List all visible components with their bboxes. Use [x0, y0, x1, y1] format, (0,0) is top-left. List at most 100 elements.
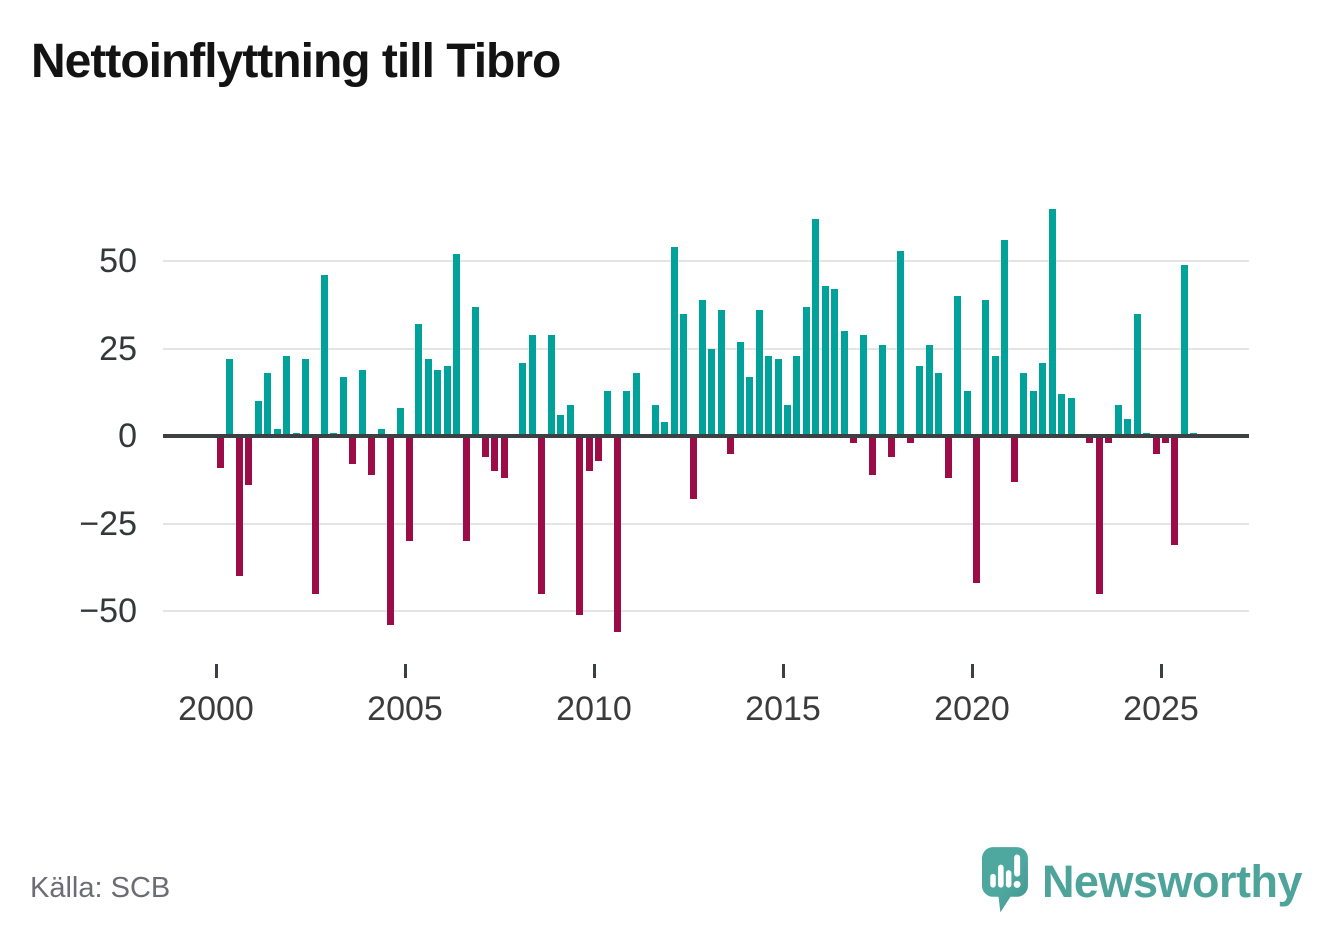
- x-tick-2000: [214, 664, 218, 678]
- bar-2023Q4: [1114, 404, 1122, 436]
- gridline--25: [163, 522, 1249, 525]
- y-axis-label-25: 25: [99, 329, 137, 368]
- bar-2011Q3: [651, 404, 659, 436]
- x-tick-2010: [592, 664, 596, 678]
- bar-2020Q1: [973, 436, 980, 583]
- bar-2001Q1: [254, 401, 262, 436]
- gridline-50: [163, 260, 1249, 262]
- page-title: Nettoinflyttning till Tibro: [31, 35, 561, 88]
- bar-2006Q1: [443, 366, 451, 436]
- bar-2018Q1: [897, 250, 905, 436]
- bar-2021Q2: [1020, 373, 1028, 436]
- bar-2013Q1: [708, 348, 716, 436]
- bar-2021Q3: [1029, 390, 1037, 436]
- bar-2022Q3: [1067, 397, 1075, 436]
- bar-2007Q3: [500, 436, 508, 478]
- bar-2001Q3: [273, 429, 281, 436]
- bar-2025Q2: [1171, 436, 1179, 545]
- y-axis-label-50: 50: [99, 242, 137, 280]
- bar-2024Q4: [1152, 436, 1160, 454]
- x-tick-2015: [781, 664, 785, 678]
- bar-2022Q2: [1058, 394, 1066, 436]
- bar-2016Q4: [850, 436, 858, 443]
- y-axis-label-0: 0: [118, 417, 137, 455]
- bar-2021Q1: [1010, 436, 1018, 482]
- bar-2020Q2: [982, 299, 990, 436]
- x-axis-label-2020: 2020: [934, 690, 1010, 728]
- bar-2008Q1: [519, 362, 527, 436]
- bar-2019Q2: [944, 436, 952, 478]
- bar-2013Q2: [717, 310, 725, 436]
- bar-2024Q2: [1133, 313, 1141, 436]
- bar-2017Q1: [859, 334, 867, 436]
- bar-2002Q4: [320, 275, 328, 436]
- bar-2001Q2: [264, 373, 272, 436]
- bar-2005Q3: [424, 359, 432, 436]
- bar-2019Q3: [954, 296, 962, 436]
- brand-name: Newsworthy: [1041, 856, 1303, 907]
- bar-2015Q3: [802, 306, 810, 436]
- bar-2016Q3: [840, 331, 848, 436]
- bar-2000Q4: [245, 436, 253, 485]
- bar-2009Q3: [576, 436, 584, 615]
- bar-2008Q4: [547, 334, 555, 436]
- newsworthy-speech-bubble-chart-icon: [982, 847, 1028, 913]
- bar-2011Q1: [632, 373, 640, 436]
- bar-2024Q1: [1124, 418, 1132, 436]
- bar-2003Q2: [339, 376, 347, 436]
- bar-2014Q4: [774, 359, 782, 436]
- bar-2005Q4: [434, 369, 442, 436]
- bar-2012Q4: [698, 299, 706, 436]
- bar-2022Q1: [1048, 208, 1056, 436]
- bar-2001Q4: [283, 355, 291, 436]
- bar-2020Q3: [991, 355, 999, 436]
- x-axis-label-2010: 2010: [556, 690, 632, 728]
- bar-2002Q2: [302, 359, 310, 436]
- bar-2014Q2: [755, 310, 763, 436]
- bar-2019Q4: [963, 390, 971, 436]
- bar-2005Q2: [415, 324, 423, 436]
- bar-2016Q1: [821, 285, 829, 436]
- bar-2010Q1: [595, 436, 602, 461]
- bar-2017Q3: [878, 345, 886, 436]
- bar-2000Q2: [226, 359, 234, 436]
- x-tick-2020: [970, 664, 974, 678]
- bar-2014Q1: [746, 376, 754, 436]
- y-axis-label--25: −25: [79, 504, 137, 543]
- bar-2018Q4: [925, 345, 933, 436]
- bar-2004Q1: [368, 436, 376, 475]
- bar-2010Q3: [613, 436, 621, 632]
- bar-2000Q1: [217, 436, 224, 468]
- bar-2015Q4: [812, 219, 820, 436]
- bar-2007Q2: [491, 436, 499, 471]
- x-tick-2005: [403, 664, 407, 678]
- bar-2002Q3: [311, 436, 319, 594]
- bar-2020Q4: [1001, 240, 1009, 436]
- newsworthy-logo: Newsworthy: [982, 844, 1303, 928]
- bar-2012Q2: [680, 313, 688, 436]
- bar-2021Q4: [1039, 362, 1047, 436]
- x-axis-label-2015: 2015: [745, 690, 821, 728]
- bar-2000Q3: [235, 436, 243, 576]
- bar-2015Q1: [784, 404, 791, 436]
- bar-2005Q1: [406, 436, 413, 541]
- gridline-25: [163, 347, 1249, 350]
- bar-2017Q4: [887, 436, 895, 457]
- bar-2010Q2: [604, 390, 612, 436]
- bar-2023Q3: [1105, 436, 1113, 443]
- bar-2013Q3: [727, 436, 735, 454]
- bar-2012Q3: [689, 436, 697, 499]
- bar-2019Q1: [935, 373, 943, 436]
- bar-2017Q2: [869, 436, 877, 475]
- bar-2015Q2: [793, 355, 801, 436]
- bar-2004Q3: [387, 436, 395, 625]
- bar-2003Q4: [358, 369, 366, 436]
- bar-2016Q2: [831, 289, 839, 436]
- bar-2006Q3: [462, 436, 470, 541]
- y-axis-label--50: −50: [79, 592, 137, 630]
- bar-2009Q1: [557, 415, 565, 436]
- bar-2025Q3: [1180, 264, 1188, 436]
- bar-2023Q2: [1095, 436, 1103, 594]
